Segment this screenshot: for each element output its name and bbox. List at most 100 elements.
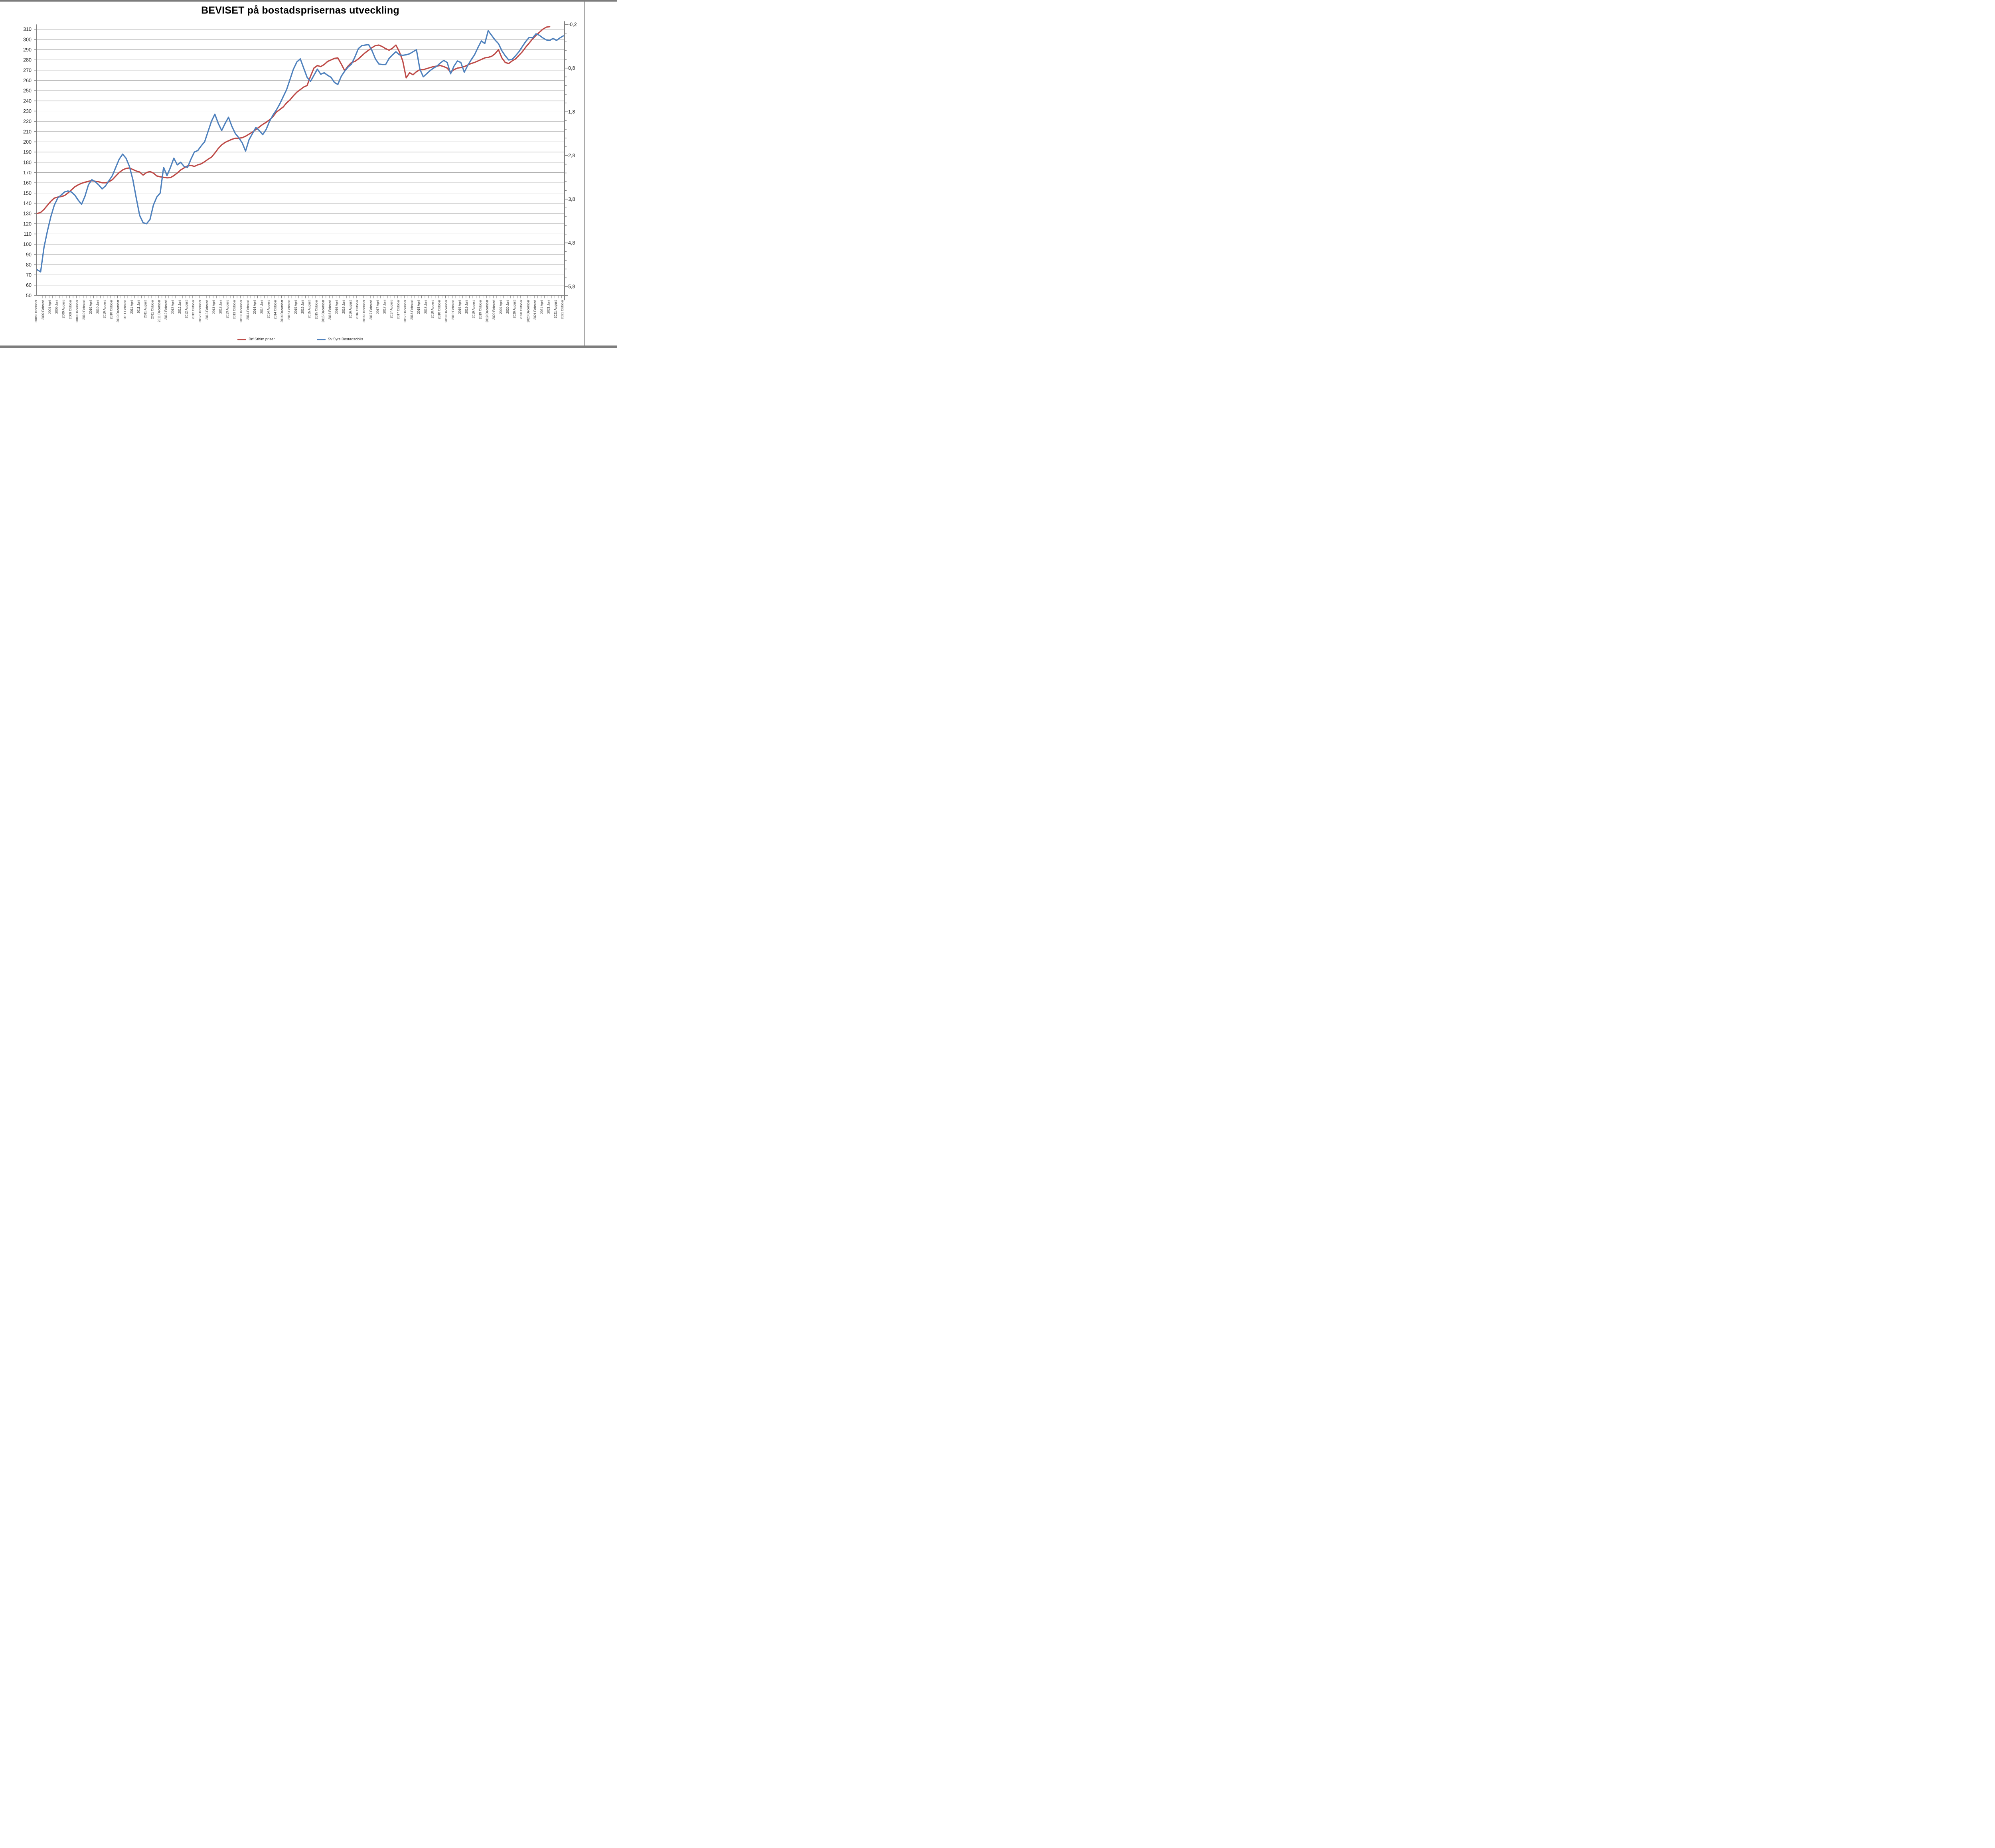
x-tick-label: 2010 Oktober xyxy=(110,300,113,319)
x-tick-label: 2010 April xyxy=(89,300,93,314)
x-tick-label: 2021 Juni xyxy=(547,300,551,314)
chart-legend: Brf Sthlm priser Sv 5yrs Bostadsoblis xyxy=(0,337,600,342)
legend-blue-line-marker xyxy=(316,338,326,340)
x-tick-label: 2008 December xyxy=(34,300,38,322)
y-left-tick-label: 300 xyxy=(23,37,32,42)
window-bottom-bar xyxy=(0,346,617,348)
x-tick-label: 2009 Oktober xyxy=(69,300,72,319)
x-tick-label: 2011 Oktober xyxy=(150,300,154,319)
y-right-tick-label: -0,2 xyxy=(568,22,577,28)
x-tick-label: 2016 Oktober xyxy=(356,300,359,319)
y-left-tick-label: 260 xyxy=(23,78,32,83)
series-line-brf-sthlm-priser xyxy=(36,26,551,214)
x-tick-label: 2011 Augusti xyxy=(144,300,147,318)
x-tick-label: 2016 Februari xyxy=(328,300,332,320)
x-tick-label: 2016 Augusti xyxy=(349,300,352,318)
x-tick-label: 2017 Augusti xyxy=(390,300,393,318)
x-tick-label: 2019 Augusti xyxy=(472,300,475,318)
y-left-tick-label: 200 xyxy=(23,139,32,145)
x-tick-label: 2021 Oktober xyxy=(561,300,564,319)
y-left-tick-label: 170 xyxy=(23,170,32,176)
y-left-tick-label: 250 xyxy=(23,88,32,94)
x-tick-label: 2015 Oktober xyxy=(314,300,318,319)
y-left-tick-label: 60 xyxy=(26,282,32,288)
x-tick-label: 2015 Juni xyxy=(301,300,304,314)
legend-item-sv-5yrs-bostadsoblis: Sv 5yrs Bostadsoblis xyxy=(316,337,363,342)
x-tick-label: 2009 Juni xyxy=(55,300,59,314)
legend-label: Sv 5yrs Bostadsoblis xyxy=(328,337,363,342)
x-tick-label: 2013 Augusti xyxy=(226,300,229,318)
window-top-bar xyxy=(0,0,617,2)
x-tick-label: 2009 December xyxy=(75,300,79,322)
y-left-tick-label: 140 xyxy=(23,201,32,206)
y-right-tick-label: 0,8 xyxy=(568,65,575,71)
x-tick-label: 2013 Juni xyxy=(219,300,223,314)
x-tick-label: 2015 Februari xyxy=(287,300,291,320)
y-left-tick-label: 130 xyxy=(23,211,32,217)
x-tick-label: 2013 Februari xyxy=(205,300,209,320)
x-tick-label: 2010 Juni xyxy=(96,300,99,314)
y-right-tick-label: 3,8 xyxy=(568,197,575,202)
y-left-tick-label: 100 xyxy=(23,242,32,247)
x-tick-label: 2016 December xyxy=(362,300,366,322)
chart-canvas: 310 300 290 280 270 260 250 240 230 220 210 200 190 1… xyxy=(23,21,577,322)
x-tick-label: 2014 April xyxy=(253,300,257,314)
y-left-tick-label: 210 xyxy=(23,129,32,134)
x-tick-label: 2021 Augusti xyxy=(554,300,557,318)
y-left-tick-label: 190 xyxy=(23,150,32,155)
x-tick-label: 2015 December xyxy=(321,300,325,322)
x-tick-label: 2009 Augusti xyxy=(62,300,65,318)
y-left-tick-label: 280 xyxy=(23,57,32,63)
x-tick-label: 2017 Oktober xyxy=(397,300,400,319)
x-tick-label: 2012 Augusti xyxy=(185,300,188,318)
x-tick-label: 2017 April xyxy=(376,300,380,314)
x-tick-label: 2019 December xyxy=(486,300,489,322)
x-tick-label: 2012 Oktober xyxy=(192,300,195,319)
x-tick-label: 2020 April xyxy=(499,300,503,314)
y-left-tick-label: 270 xyxy=(23,67,32,73)
x-tick-label: 2021 April xyxy=(540,300,544,314)
x-tick-label: 2011 April xyxy=(130,300,134,314)
x-tick-label: 2019 Februari xyxy=(451,300,455,320)
x-tick-label: 2020 Februari xyxy=(492,300,496,320)
screenshot-root: BEVISET på bostadsprisernas utveckling 3… xyxy=(0,0,617,370)
y-right-tick-label: 5,8 xyxy=(568,284,575,290)
x-tick-label: 2018 Juni xyxy=(424,300,427,314)
y-left-tick-label: 90 xyxy=(26,252,32,257)
legend-item-brf-sthlm-priser: Brf Sthlm priser xyxy=(237,337,275,342)
x-tick-label: 2020 December xyxy=(526,300,530,322)
y-left-tick-label: 80 xyxy=(26,262,32,268)
x-tick-label: 2014 Oktober xyxy=(274,300,277,319)
x-tick-label: 2016 Juni xyxy=(342,300,346,314)
x-tick-label: 2014 Juni xyxy=(260,300,263,314)
x-tick-label: 2018 Februari xyxy=(410,300,414,320)
x-tick-label: 2011 Juni xyxy=(137,300,140,313)
y-left-tick-label: 310 xyxy=(23,27,32,32)
x-tick-label: 2019 April xyxy=(458,300,462,314)
chart-title: BEVISET på bostadsprisernas utveckling xyxy=(201,5,399,16)
y-left-tick-label: 150 xyxy=(23,190,32,196)
x-tick-label: 2014 Februari xyxy=(246,300,250,320)
x-tick-label: 2015 Augusti xyxy=(308,300,311,318)
y-left-tick-label: 120 xyxy=(23,221,32,227)
x-tick-label: 2012 Juni xyxy=(178,300,182,314)
x-tick-label: 2012 December xyxy=(198,300,202,322)
x-tick-label: 2010 Februari xyxy=(82,300,86,320)
x-tick-label: 2020 Augusti xyxy=(513,300,516,318)
y-left-tick-label: 70 xyxy=(26,272,32,278)
x-tick-label: 2017 Juni xyxy=(383,300,387,314)
x-tick-label: 2017 Februari xyxy=(369,300,373,320)
y-left-tick-label: 290 xyxy=(23,47,32,53)
x-tick-label: 2020 Oktober xyxy=(519,300,523,319)
x-tick-label: 2018 April xyxy=(417,300,421,314)
x-tick-label: 2019 Oktober xyxy=(478,300,482,319)
y-left-tick-label: 180 xyxy=(23,160,32,165)
legend-red-line-marker xyxy=(237,338,247,340)
x-tick-label: 2014 Augusti xyxy=(267,300,270,318)
x-tick-label: 2013 Oktober xyxy=(233,300,236,319)
y-right-tick-label: 4,8 xyxy=(568,240,575,246)
chart-right-border xyxy=(584,2,585,346)
x-tick-label: 2010 Augusti xyxy=(103,300,106,318)
y-right-tick-label: 1,8 xyxy=(568,109,575,115)
y-left-tick-label: 230 xyxy=(23,109,32,114)
